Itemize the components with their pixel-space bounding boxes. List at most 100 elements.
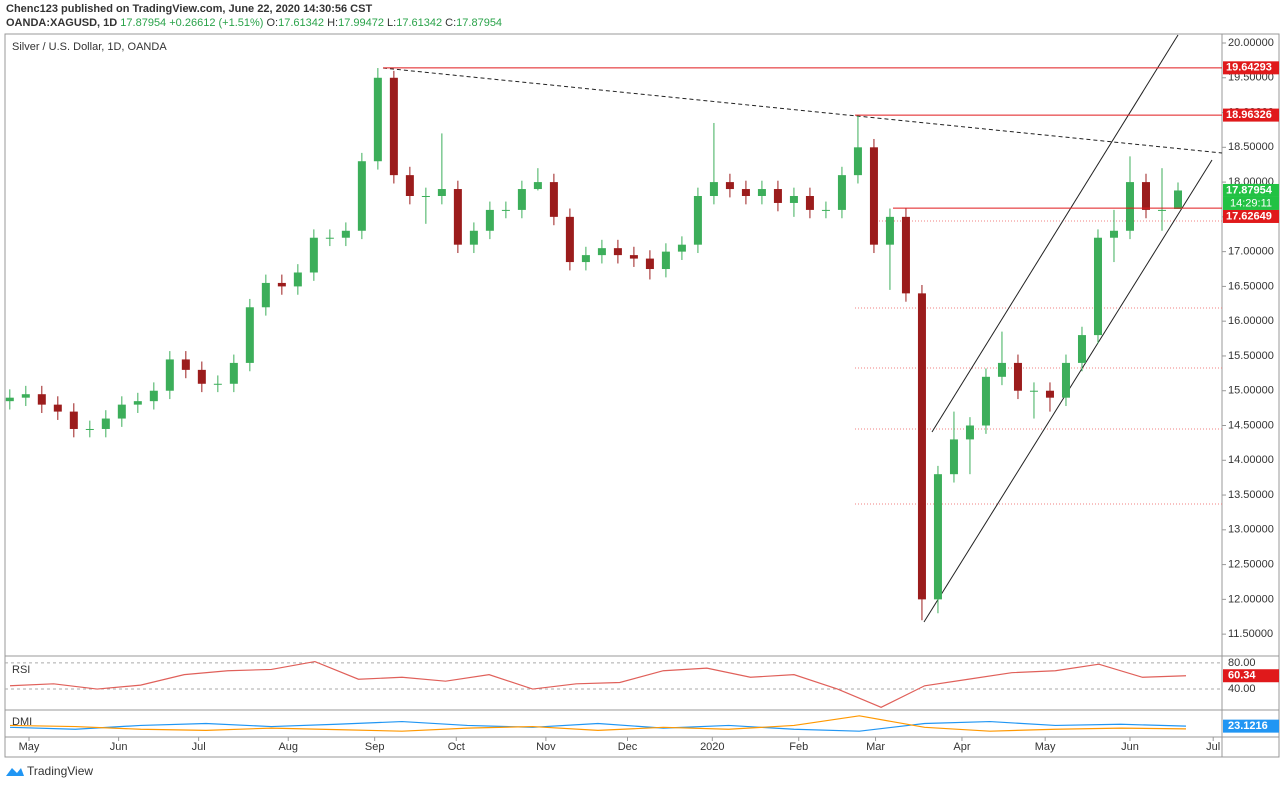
candle-body — [1029, 390, 1038, 392]
price-tag — [1223, 108, 1279, 122]
candle-body — [965, 425, 974, 440]
candle-body — [997, 362, 1006, 377]
footer: TradingView — [27, 764, 93, 778]
candle-body — [949, 439, 958, 475]
countdown: 14:29:11 — [1230, 197, 1272, 209]
candle-body — [277, 282, 286, 287]
x-tick-label: Jul — [192, 741, 206, 753]
candle-body — [517, 189, 526, 210]
x-tick-label: 2020 — [700, 741, 724, 753]
dmi-title: DMI — [12, 716, 32, 728]
candle-body — [597, 248, 606, 256]
candle-body — [853, 147, 862, 176]
candle-body — [757, 189, 766, 196]
candle-body — [1077, 335, 1086, 363]
indicator-line — [9, 720, 1187, 732]
y-tick-label: 13.50000 — [1228, 489, 1274, 501]
y-tick-label: 20.00000 — [1228, 37, 1274, 49]
price-tag-label: 19.64293 — [1226, 62, 1272, 74]
candle-body — [805, 195, 814, 210]
candle-body — [37, 394, 46, 405]
candle-body — [229, 362, 238, 384]
candle-body — [869, 147, 878, 245]
y-tick-label: 80.00 — [1228, 657, 1256, 669]
x-tick-label: Apr — [953, 741, 970, 753]
y-tick-label: 14.00000 — [1228, 454, 1274, 466]
price-tag-label: 18.96326 — [1226, 109, 1272, 121]
candle-body — [565, 216, 574, 263]
candle-body — [837, 175, 846, 210]
h-value: 17.99472 — [338, 17, 384, 29]
candle-body — [709, 182, 718, 196]
price-tag — [1223, 209, 1279, 223]
candle-body — [181, 359, 190, 370]
indicator-line — [9, 715, 1187, 732]
candle-body — [197, 369, 206, 384]
y-tick-label: 16.00000 — [1228, 315, 1274, 327]
candle-body — [1141, 182, 1150, 210]
candle-body — [901, 216, 910, 294]
candle-body — [485, 209, 494, 231]
countdown-tag — [1223, 196, 1279, 210]
value-tag-label: 23.1216 — [1228, 720, 1268, 732]
y-tick-label: 11.50000 — [1228, 628, 1273, 640]
candle-body — [421, 195, 430, 197]
candle-body — [293, 272, 302, 287]
value-tag-label: 60.34 — [1228, 670, 1256, 682]
candle-body — [21, 394, 30, 398]
candle-body — [1157, 209, 1166, 211]
candle-body — [1013, 362, 1022, 391]
candle-body — [245, 307, 254, 363]
candle-body — [405, 175, 414, 196]
candle-body — [613, 248, 622, 256]
fib-levels — [855, 220, 1222, 505]
symbol: OANDA:XAGUSD, 1D — [6, 17, 117, 29]
x-tick-label: Sep — [365, 741, 385, 753]
candle-body — [1061, 362, 1070, 398]
change: +0.26612 (+1.51%) — [169, 17, 263, 29]
x-tick-label: Feb — [789, 741, 808, 753]
c-label: C: — [445, 17, 456, 29]
candle-body — [325, 237, 334, 239]
candle-body — [1125, 182, 1134, 231]
price-tag — [1223, 61, 1279, 75]
candle-body — [917, 293, 926, 600]
candle-body — [53, 404, 62, 412]
y-tick-label: 40.00 — [1228, 683, 1256, 695]
candle-body — [741, 189, 750, 196]
value-tag — [1223, 719, 1279, 733]
candle-body — [661, 251, 670, 270]
value-tag — [1223, 669, 1279, 683]
c-value: 17.87954 — [456, 17, 502, 29]
candle-body — [437, 189, 446, 196]
candle-body — [469, 230, 478, 245]
l-value: 17.61342 — [396, 17, 442, 29]
candle-body — [389, 77, 398, 176]
candle-body — [549, 182, 558, 217]
candle-body — [645, 258, 654, 270]
candle-body — [725, 182, 734, 190]
y-tick-label: 16.50000 — [1228, 280, 1274, 292]
x-tick-label: Jun — [110, 741, 128, 753]
y-tick-label: 12.00000 — [1228, 593, 1274, 605]
y-tick-label: 19.50000 — [1228, 72, 1274, 84]
o-label: O: — [267, 17, 279, 29]
candle-body — [85, 428, 94, 430]
candle-body — [581, 255, 590, 263]
y-tick-label: 18.50000 — [1228, 141, 1274, 153]
candle-body — [261, 282, 270, 308]
candle-body — [1045, 390, 1054, 398]
o-value: 17.61342 — [278, 17, 324, 29]
candle-body — [789, 195, 798, 203]
y-tick-label: 17.00000 — [1228, 246, 1274, 258]
rsi-title: RSI — [12, 664, 30, 676]
candle-body — [821, 209, 830, 211]
candle-body — [165, 359, 174, 391]
candle-body — [133, 401, 142, 405]
candle-body — [69, 411, 78, 429]
candle-body — [533, 182, 542, 190]
y-tick-label: 14.50000 — [1228, 419, 1274, 431]
price-tag — [1223, 183, 1279, 197]
x-tick-label: Dec — [618, 741, 638, 753]
last: 17.87954 — [120, 17, 166, 29]
